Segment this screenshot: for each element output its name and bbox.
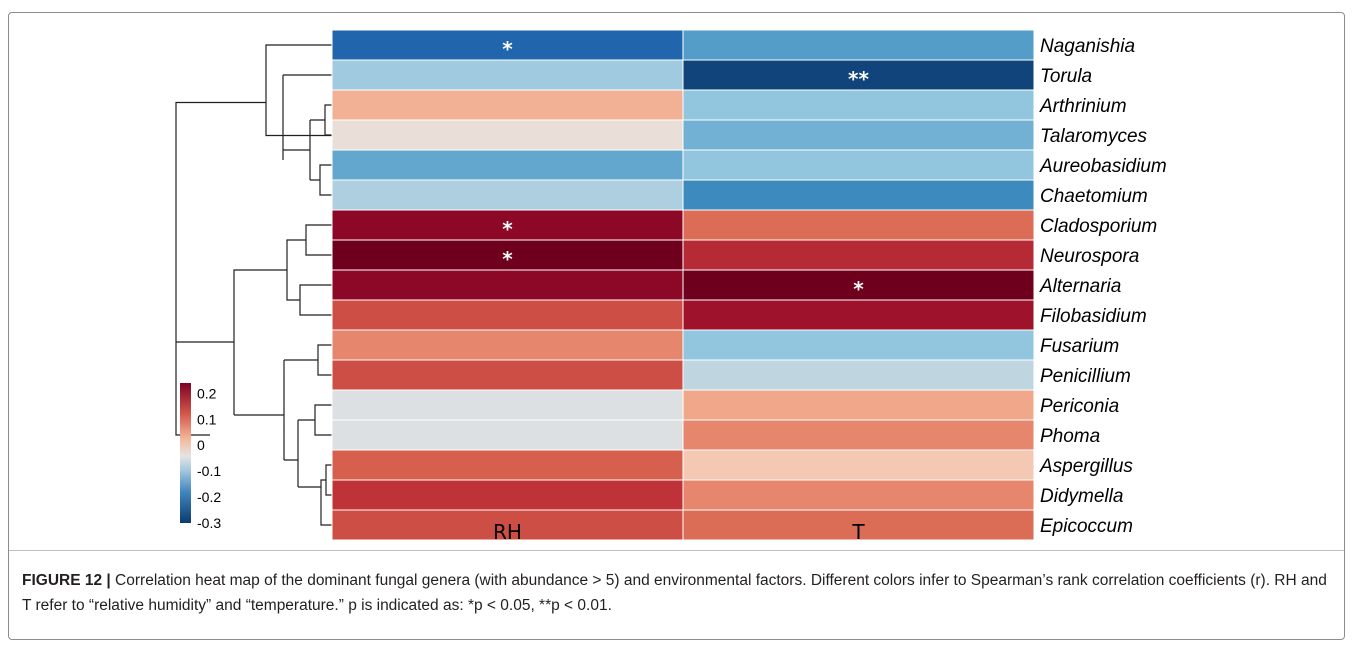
row-label: Arthrinium bbox=[1039, 96, 1127, 117]
significance-marks: ****** bbox=[502, 37, 869, 301]
column-label: RH bbox=[493, 520, 522, 544]
heatmap-cell-naganishia-rh bbox=[331, 29, 684, 61]
heatmap-cell-periconia-t bbox=[682, 389, 1035, 421]
heatmap-cell-alternaria-rh bbox=[331, 269, 684, 301]
row-label: Aspergillus bbox=[1039, 456, 1133, 477]
row-label: Talaromyces bbox=[1040, 126, 1148, 147]
heatmap-cell-periconia-rh bbox=[331, 389, 684, 421]
heatmap-cell-penicillium-rh bbox=[331, 359, 684, 391]
figure-caption: FIGURE 12 | Correlation heat map of the … bbox=[22, 568, 1332, 618]
caption-divider bbox=[9, 550, 1344, 551]
row-label: Torula bbox=[1040, 66, 1092, 87]
legend-colorbar bbox=[180, 383, 191, 523]
heatmap-cell-epicoccum-t bbox=[682, 509, 1035, 541]
heatmap-cell-arthrinium-t bbox=[682, 89, 1035, 121]
heatmap-cell-fusarium-rh bbox=[331, 329, 684, 361]
row-label: Chaetomium bbox=[1040, 186, 1148, 207]
color-legend: 0.2 0.1 0 -0.1 -0.2 -0.3 bbox=[180, 383, 221, 531]
significance-mark: * bbox=[853, 277, 864, 301]
heatmap-cell-aspergillus-t bbox=[682, 449, 1035, 481]
heatmap-cell-talaromyces-t bbox=[682, 119, 1035, 151]
legend-tick-label: 0.1 bbox=[197, 411, 217, 427]
row-label: Didymella bbox=[1040, 486, 1123, 507]
heatmap-cell-filobasidium-t bbox=[682, 299, 1035, 331]
heatmap-cell-didymella-t bbox=[682, 479, 1035, 511]
heatmap-cell-chaetomium-t bbox=[682, 179, 1035, 211]
row-label: Cladosporium bbox=[1040, 216, 1157, 237]
row-label: Penicillium bbox=[1040, 366, 1131, 387]
heatmap-cell-fusarium-t bbox=[682, 329, 1035, 361]
heatmap-cell-arthrinium-rh bbox=[331, 89, 684, 121]
legend-tick-label: 0.2 bbox=[197, 385, 217, 401]
caption-label: FIGURE 12 | bbox=[22, 572, 111, 589]
heatmap-cell-aureobasidium-t bbox=[682, 149, 1035, 181]
column-labels: RH T bbox=[493, 520, 865, 544]
row-labels: Naganishia Torula Arthrinium Talaromyces Aur… bbox=[1039, 36, 1167, 537]
row-label: Fusarium bbox=[1040, 336, 1119, 357]
dendrogram-branches bbox=[175, 44, 332, 526]
heatmap-cell-didymella-rh bbox=[331, 479, 684, 511]
row-label: Periconia bbox=[1040, 396, 1119, 417]
significance-mark: ** bbox=[848, 67, 869, 91]
heatmap-cell-talaromyces-rh bbox=[331, 119, 684, 151]
legend-tick-label: -0.2 bbox=[197, 489, 221, 505]
heatmap-cell-penicillium-t bbox=[682, 359, 1035, 391]
heatmap-cell-cladosporium-t bbox=[682, 209, 1035, 241]
row-label: Naganishia bbox=[1040, 36, 1135, 57]
legend-tick-label: -0.1 bbox=[197, 463, 221, 479]
row-label: Filobasidium bbox=[1040, 306, 1147, 327]
row-label: Phoma bbox=[1040, 426, 1100, 447]
significance-mark: * bbox=[502, 247, 513, 271]
heatmap-cell-aspergillus-rh bbox=[331, 449, 684, 481]
row-label: Aureobasidium bbox=[1039, 156, 1167, 177]
heatmap-cell-torula-rh bbox=[331, 59, 684, 91]
row-label: Epicoccum bbox=[1040, 516, 1133, 537]
heatmap-cell-naganishia-t bbox=[682, 29, 1035, 61]
caption-text: Correlation heat map of the dominant fun… bbox=[22, 572, 1327, 614]
legend-tick-label: -0.3 bbox=[197, 515, 221, 531]
heatmap-cell-neurospora-t bbox=[682, 239, 1035, 271]
heatmap-cells bbox=[331, 29, 1035, 541]
row-label: Alternaria bbox=[1039, 276, 1121, 297]
heatmap-cell-phoma-rh bbox=[331, 419, 684, 451]
row-label: Neurospora bbox=[1040, 246, 1139, 267]
column-label: T bbox=[851, 520, 865, 544]
heatmap-cell-filobasidium-rh bbox=[331, 299, 684, 331]
significance-mark: * bbox=[502, 217, 513, 241]
legend-tick-label: 0 bbox=[197, 437, 205, 453]
heatmap-cell-torula-t bbox=[682, 59, 1035, 91]
heatmap-cell-phoma-t bbox=[682, 419, 1035, 451]
significance-mark: * bbox=[502, 37, 513, 61]
figure-frame bbox=[8, 12, 1345, 640]
heatmap-cell-aureobasidium-rh bbox=[331, 149, 684, 181]
row-dendrogram bbox=[175, 44, 332, 526]
heatmap-cell-epicoccum-rh bbox=[331, 509, 684, 541]
heatmap-cell-chaetomium-rh bbox=[331, 179, 684, 211]
